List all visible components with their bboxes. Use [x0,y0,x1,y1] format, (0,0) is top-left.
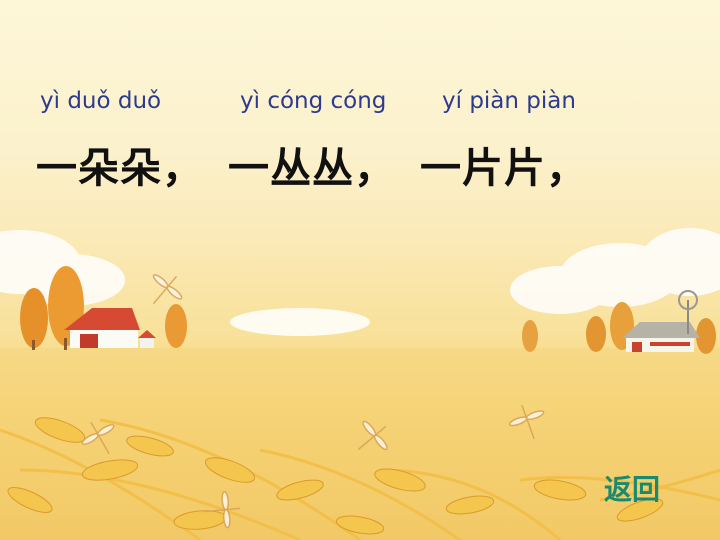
dragonflies [81,274,545,529]
hanzi-phrase-2: 一丛丛， [228,144,396,192]
hanzi-phrase-3: 一片片， [420,144,588,192]
wheat-heads [7,417,664,535]
pinyin-phrase-1: yì duǒ duǒ [40,88,162,114]
pinyin-phrase-3: yí piàn piàn [442,88,576,114]
right-farm [522,290,716,354]
hanzi-phrase-1: 一朵朵， [36,144,204,192]
back-button[interactable]: 返回 [604,473,661,506]
pinyin-phrase-2: yì cóng cóng [240,88,387,114]
clouds [0,228,720,336]
left-farmhouse [64,308,156,348]
